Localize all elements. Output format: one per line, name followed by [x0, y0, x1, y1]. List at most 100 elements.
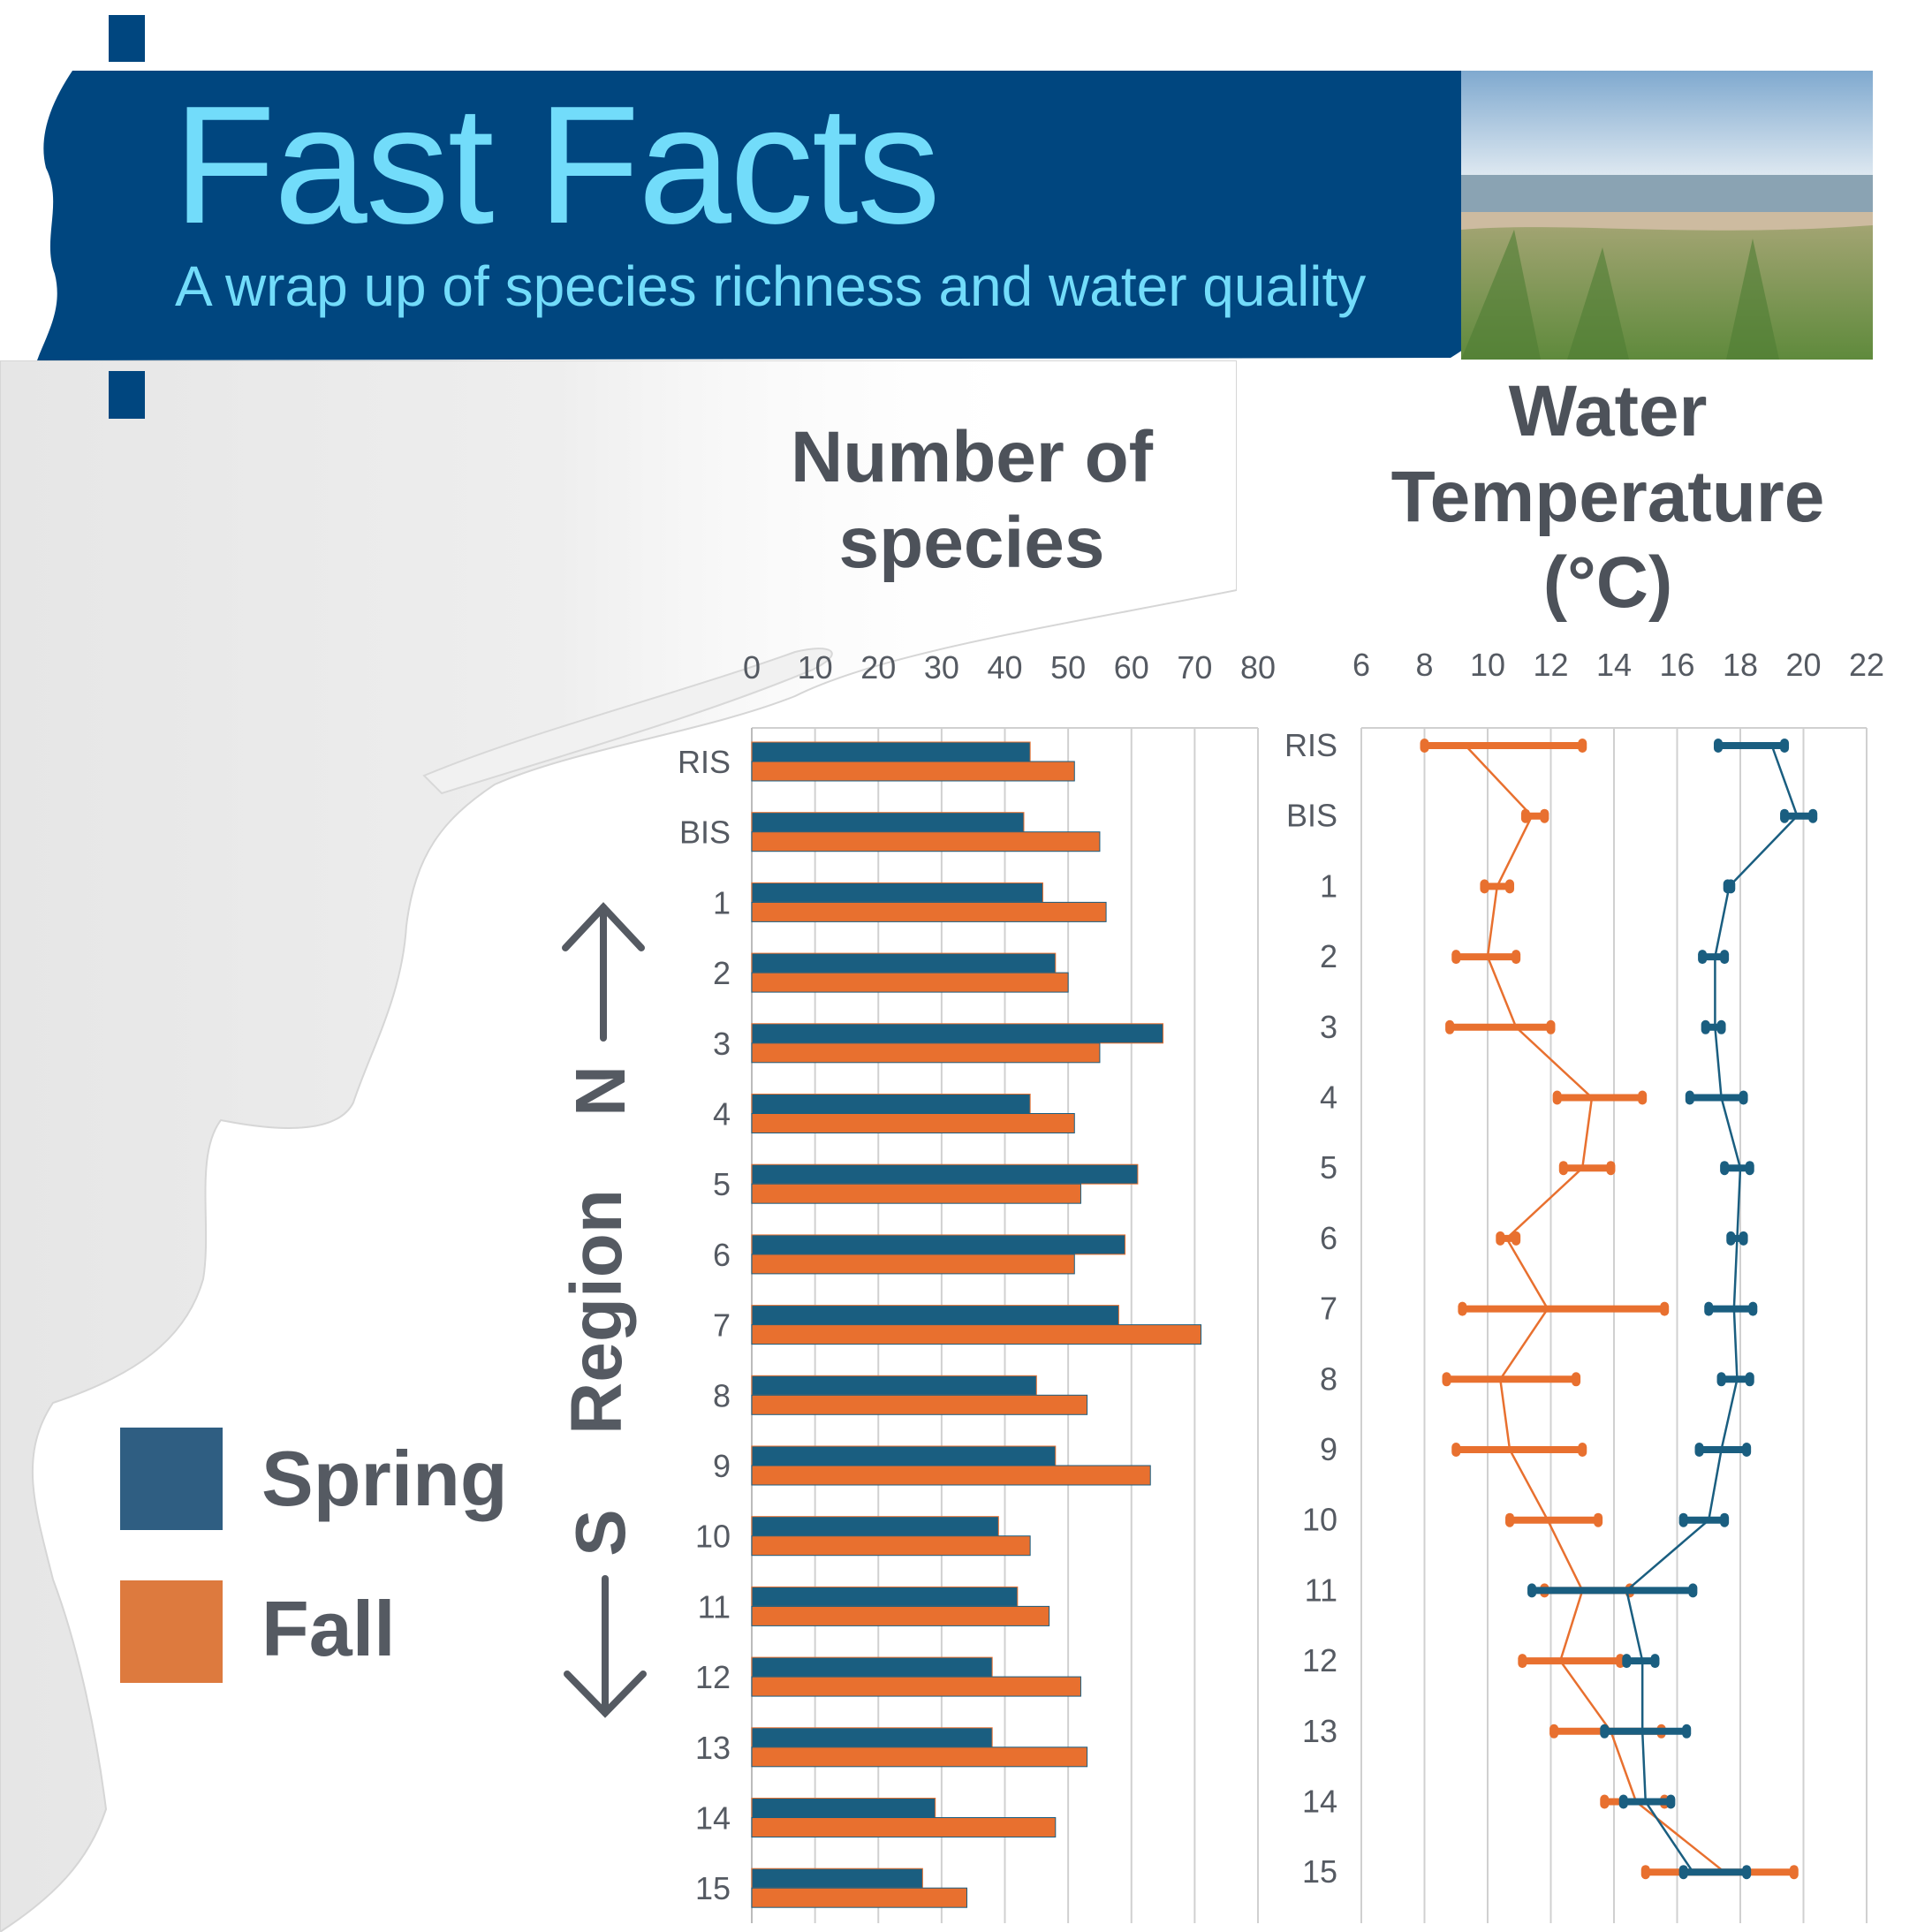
x-tick-label: 80: [1240, 649, 1276, 686]
bar-spring: [751, 1023, 1164, 1044]
bar-spring: [751, 1094, 1031, 1114]
error-cap-spring: [1527, 1583, 1537, 1598]
region-axis-label: Region: [557, 1189, 637, 1435]
category-label: 10: [695, 1519, 731, 1555]
category-label: 10: [1302, 1502, 1337, 1538]
bar-spring: [751, 1234, 1126, 1255]
error-cap-spring: [1742, 1865, 1752, 1880]
error-cap-fall: [1445, 1019, 1455, 1034]
error-cap-spring: [1622, 1654, 1632, 1669]
error-cap-spring: [1716, 1372, 1726, 1387]
error-cap-spring: [1682, 1724, 1692, 1739]
category-label: 2: [1320, 938, 1337, 974]
bar-spring: [751, 812, 1025, 833]
bar-spring: [751, 741, 1031, 762]
category-label: 15: [695, 1870, 731, 1906]
page-subtitle: A wrap up of species richness and water …: [175, 254, 1367, 318]
error-cap-fall: [1552, 1090, 1562, 1105]
category-label: 8: [1320, 1360, 1337, 1397]
error-cap-spring: [1650, 1654, 1660, 1669]
bar-spring: [751, 1516, 999, 1537]
error-cap-spring: [1726, 879, 1736, 894]
error-cap-fall: [1578, 1443, 1587, 1457]
error-cap-spring: [1685, 1090, 1694, 1105]
category-label: 4: [1320, 1080, 1337, 1116]
error-cap-spring: [1745, 1372, 1754, 1387]
bar-fall: [751, 1605, 1050, 1626]
bar-fall: [751, 972, 1069, 993]
bar-spring: [751, 1375, 1037, 1396]
error-cap-spring: [1808, 808, 1818, 823]
category-label: 7: [1320, 1291, 1337, 1327]
bar-spring: [751, 1305, 1119, 1326]
error-cap-spring: [1745, 1161, 1754, 1176]
error-cap-fall: [1512, 950, 1521, 965]
category-label: 14: [695, 1800, 731, 1837]
category-label: 9: [713, 1448, 731, 1484]
error-cap-fall: [1594, 1512, 1603, 1527]
error-cap-fall: [1518, 1654, 1527, 1669]
x-tick-label: 10: [798, 649, 833, 686]
category-label: BIS: [1286, 798, 1337, 834]
error-cap-fall: [1640, 1865, 1650, 1880]
category-label: 1: [713, 884, 731, 921]
x-tick-label: 50: [1050, 649, 1086, 686]
category-label: 3: [1320, 1009, 1337, 1045]
category-label: 5: [713, 1166, 731, 1202]
bar-spring: [751, 1868, 923, 1889]
bar-fall: [751, 1746, 1088, 1768]
bar-fall: [751, 1887, 968, 1908]
region-south-label: S: [561, 1509, 640, 1557]
bar-fall: [751, 1183, 1081, 1204]
category-label: 13: [695, 1730, 731, 1766]
error-cap-fall: [1480, 879, 1489, 894]
x-tick-label: 10: [1470, 647, 1505, 683]
error-cap-spring: [1666, 1794, 1676, 1809]
error-cap-spring: [1678, 1865, 1688, 1880]
category-label: BIS: [679, 814, 731, 851]
category-label: 6: [1320, 1220, 1337, 1256]
error-cap-spring: [1726, 1231, 1736, 1246]
bar-spring: [751, 1163, 1139, 1185]
category-label: 1: [1320, 868, 1337, 904]
error-cap-spring: [1600, 1724, 1610, 1739]
bar-fall: [751, 1324, 1202, 1345]
bar-fall: [751, 901, 1107, 922]
error-cap-fall: [1520, 808, 1530, 823]
category-label: RIS: [1284, 727, 1337, 763]
category-label: 9: [1320, 1431, 1337, 1467]
error-cap-spring: [1748, 1301, 1758, 1316]
error-cap-spring: [1739, 1231, 1748, 1246]
category-label: 12: [1302, 1642, 1337, 1678]
x-tick-label: 18: [1723, 647, 1758, 683]
error-cap-spring: [1720, 950, 1730, 965]
category-label: 4: [713, 1096, 731, 1133]
legend-label-fall: Fall: [261, 1585, 396, 1672]
error-cap-fall: [1496, 1231, 1505, 1246]
error-cap-spring: [1688, 1583, 1698, 1598]
legend-swatch-spring: [120, 1428, 223, 1530]
error-cap-fall: [1578, 739, 1587, 753]
bar-fall: [751, 1042, 1101, 1064]
error-cap-spring: [1716, 1019, 1726, 1034]
bar-spring: [751, 1727, 993, 1748]
error-cap-spring: [1618, 1794, 1628, 1809]
error-cap-fall: [1505, 879, 1515, 894]
category-label: RIS: [678, 744, 731, 780]
x-tick-label: 6: [1352, 647, 1370, 683]
error-cap-spring: [1701, 1019, 1710, 1034]
banner-shape: [37, 71, 1531, 360]
bar-fall: [751, 1817, 1057, 1837]
bar-fall: [751, 761, 1075, 782]
bar-fall: [751, 1535, 1031, 1557]
beach-dune-photo: [1461, 71, 1873, 360]
error-cap-fall: [1660, 1301, 1670, 1316]
bar-spring: [751, 882, 1043, 903]
bar-fall: [751, 1394, 1088, 1415]
error-cap-fall: [1540, 808, 1549, 823]
bar-fall: [751, 1254, 1075, 1275]
x-tick-label: 60: [1114, 649, 1149, 686]
error-cap-fall: [1512, 1231, 1521, 1246]
error-cap-fall: [1458, 1301, 1467, 1316]
x-tick-label: 40: [987, 649, 1022, 686]
